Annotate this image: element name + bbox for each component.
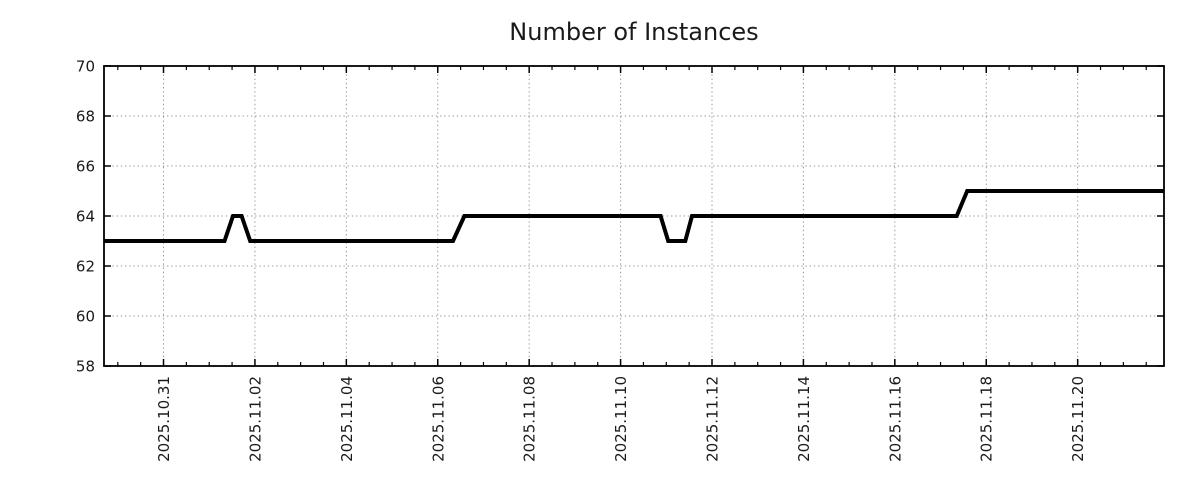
y-axis-tick-label: 62 (76, 258, 95, 276)
x-axis-tick-label: 2025.11.08 (521, 376, 539, 462)
x-axis-tick-label: 2025.11.16 (886, 376, 904, 462)
x-axis-tick-label: 2025.11.18 (978, 376, 996, 462)
series-line (104, 189, 1164, 243)
y-axis-tick-label: 58 (76, 358, 95, 376)
y-axis-tick-label: 64 (76, 208, 95, 226)
x-axis-tick-label: 2025.11.14 (795, 376, 813, 462)
x-axis-tick-label: 2025.11.04 (338, 376, 356, 462)
axis-layer (103, 65, 1165, 367)
x-axis-tick-label: 2025.10.31 (155, 376, 173, 462)
series-layer (104, 189, 1164, 243)
y-axis-tick-label: 70 (76, 58, 95, 76)
x-axis-tick-label: 2025.11.02 (246, 376, 264, 462)
y-axis-tick-label: 66 (76, 158, 95, 176)
y-axis-tick-label: 60 (76, 308, 95, 326)
x-axis-tick-label: 2025.11.12 (704, 376, 722, 462)
chart-title: Number of Instances (509, 18, 758, 46)
y-axis-tick-label: 68 (76, 108, 95, 126)
x-axis-tick-label: 2025.11.10 (612, 376, 630, 462)
x-axis-tick-label: 2025.11.06 (429, 376, 447, 462)
x-axis-tick-label: 2025.11.20 (1069, 376, 1087, 462)
plot-border (103, 65, 1165, 367)
label-layer: 58 60 62 64 66 68 70 2025.10.31 2025.11.02 2025.1… (76, 58, 1087, 462)
